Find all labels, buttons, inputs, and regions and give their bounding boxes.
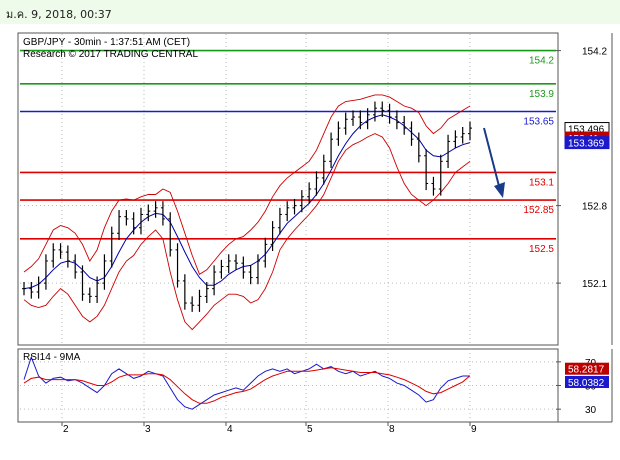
chart-subtitle: Research © 2017 TRADING CENTRAL [23,49,198,60]
level-label: 153.1 [529,177,554,188]
x-tick-label: 8 [389,424,395,435]
moving-average-line [23,114,471,290]
rsi-series: 705030 [20,355,597,416]
arrow-head [494,182,505,198]
level-label: 152.85 [523,205,554,216]
rsi-marker-label: 58.2817 [568,365,605,376]
lower-band-line [23,133,471,331]
levels: 154.2 153.9 153.65 153.1 152.85 152.5 [20,49,556,255]
y-tick-label: 152.8 [582,202,607,213]
rsi-title: RSI14 - 9MA [23,352,81,363]
level-label: 153.65 [523,117,554,128]
arrow-shaft [483,127,501,191]
price-marker-label: 153.369 [568,139,605,150]
x-tick-label: 5 [307,424,313,435]
rsi-marker-label: 58.0382 [568,378,605,389]
price-series [22,101,472,312]
bollinger-bands [23,94,471,331]
price-marker-label: 153.496 [568,125,605,136]
x-tick-label: 9 [471,424,477,435]
level-label: 152.5 [529,244,554,255]
rsi-line [23,355,470,410]
upper-band-line [23,94,471,275]
level-label: 153.9 [529,89,554,100]
forecast-arrow [483,127,505,198]
x-tick-label: 4 [227,424,233,435]
x-tick-label: 3 [145,424,151,435]
x-tick-label: 2 [63,424,69,435]
main-panel-frame [17,32,559,346]
rsi-ma-line [23,367,471,404]
rsi-marker-box [565,375,609,388]
rsi-y-tick-label: 30 [585,405,597,416]
timestamp: ม.ค. 9, 2018, 00:37 [6,8,112,21]
price-marker-box [564,136,610,150]
level-label: 154.2 [529,56,554,67]
y-tick-label: 154.2 [582,47,607,58]
rsi-marker-box [565,362,609,375]
axes-labels: 154.2 152.8 152.1 2 3 4 5 8 9 [61,47,607,435]
top-bar: ม.ค. 9, 2018, 00:37 [0,0,620,24]
y-tick-label: 152.1 [582,279,607,290]
grid [20,34,556,421]
chart-title: GBP/JPY - 30min - 1:37:51 AM (CET) [23,37,190,48]
